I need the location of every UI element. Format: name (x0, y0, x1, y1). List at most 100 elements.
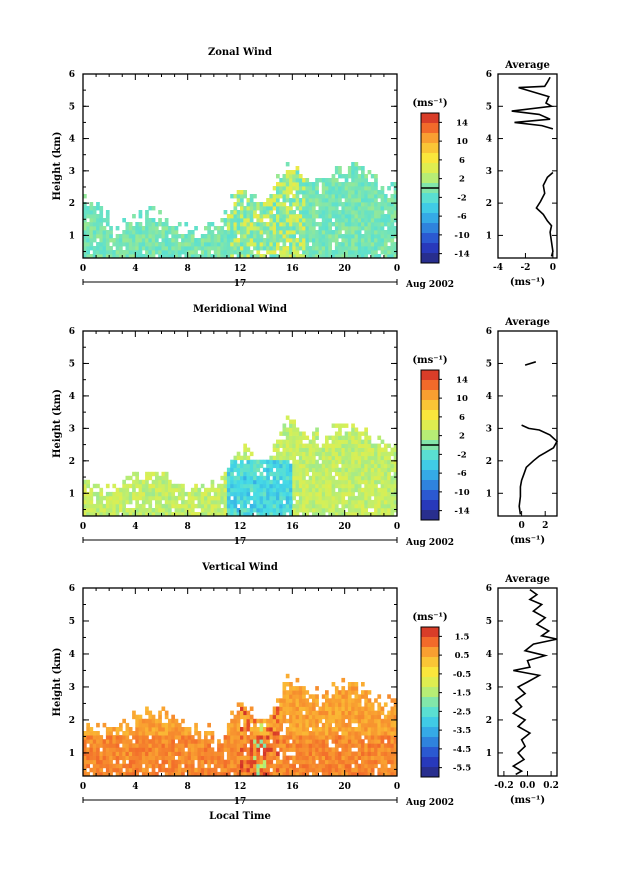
vertical-cell (351, 710, 355, 716)
vertical-cell (312, 771, 316, 777)
vertical-cell (325, 714, 329, 720)
zonal-colorbar-swatch (421, 153, 439, 164)
vertical-cell (246, 739, 251, 744)
zonal-cell (347, 238, 352, 243)
vertical-cell (390, 747, 395, 752)
vertical-cell (331, 771, 336, 777)
zonal-colorbar-swatch (421, 163, 439, 174)
zonal-cell (347, 250, 352, 255)
zonal-cell (341, 210, 346, 215)
meridional-cell (200, 499, 205, 505)
meridional-cell (122, 479, 126, 485)
meridional-cell (351, 459, 355, 465)
zonal-cell (289, 174, 293, 179)
meridional-cell (380, 499, 385, 505)
vertical-cell (174, 771, 179, 777)
vertical-cell (249, 755, 254, 761)
zonal-cell (210, 238, 215, 243)
vertical-cell (128, 767, 133, 773)
zonal-cell (357, 206, 362, 211)
zonal-cell (158, 242, 162, 247)
vertical-cell (236, 767, 241, 773)
meridional-cell (325, 463, 329, 469)
zonal-cell (83, 230, 87, 235)
vertical-cell (128, 755, 133, 761)
meridional-cell (334, 439, 339, 444)
meridional-cell (243, 499, 247, 505)
meridional-cell (292, 471, 296, 477)
vertical-cell (289, 710, 293, 716)
zonal-cell (96, 242, 100, 247)
meridional-cell (184, 512, 189, 517)
vertical-cell (266, 731, 270, 736)
vertical-cell (367, 702, 372, 707)
zonal-cell (266, 214, 270, 219)
meridional-cell (236, 475, 241, 481)
meridional-cell (99, 487, 104, 493)
meridional-cell (289, 503, 293, 509)
meridional-cell (223, 508, 228, 513)
meridional-cell (325, 435, 329, 440)
vertical-cell (308, 714, 313, 720)
zonal-cell (279, 254, 283, 259)
zonal-cell (328, 178, 332, 183)
zonal-cell (102, 230, 107, 235)
zonal-cell (282, 182, 287, 187)
zonal-cell (354, 174, 359, 179)
meridional-cell (269, 479, 274, 485)
meridional-cell (334, 512, 339, 517)
vertical-cell (298, 718, 303, 724)
vertical-cell (380, 739, 385, 744)
zonal-cell (338, 222, 342, 227)
zonal-cell (269, 242, 274, 247)
meridional-cell (240, 499, 244, 505)
meridional-cell (266, 475, 270, 481)
meridional-cell (187, 491, 192, 497)
meridional-cell (308, 491, 313, 497)
vertical-cell (236, 735, 241, 740)
zonal-cell (138, 242, 143, 247)
vertical-cell (315, 743, 319, 748)
vertical-cell (243, 743, 247, 748)
meridional-cell (145, 508, 149, 513)
meridional-cell (347, 455, 352, 461)
vertical-cell (138, 763, 143, 769)
vertical-profile-line (511, 588, 558, 776)
zonal-cell (338, 230, 342, 235)
vertical-cell (308, 739, 313, 744)
zonal-cell (148, 234, 153, 239)
zonal-cell (367, 198, 372, 203)
vertical-cell (364, 763, 368, 769)
meridional-cell (217, 512, 221, 517)
zonal-cell (233, 234, 238, 239)
zonal-cell (390, 214, 395, 219)
meridional-cell (122, 491, 126, 497)
meridional-cell (96, 499, 100, 505)
zonal-cell (338, 210, 342, 215)
zonal-cell (269, 254, 274, 259)
vertical-cell (325, 718, 329, 724)
meridional-colorbar-label: -14 (454, 507, 469, 517)
meridional-cell (272, 508, 277, 513)
zonal-cell (292, 222, 296, 227)
vertical-cell (181, 731, 185, 736)
vertical-cell (374, 751, 378, 756)
zonal-cell (341, 250, 346, 255)
zonal-cell (338, 250, 342, 255)
zonal-cell (151, 218, 156, 223)
vertical-cell (325, 771, 329, 777)
zonal-cell (285, 206, 290, 211)
zonal-cell (132, 226, 136, 231)
meridional-cell (249, 471, 254, 477)
vertical-colorbar-swatch (421, 687, 439, 698)
zonal-cell (217, 250, 221, 255)
meridional-cell (325, 475, 329, 481)
zonal-cell (298, 238, 303, 243)
vertical-cell (328, 727, 332, 732)
zonal-cell (370, 234, 375, 239)
meridional-cell (289, 495, 293, 501)
meridional-colorbar-label: 6 (459, 413, 465, 423)
zonal-cell (367, 214, 372, 219)
vertical-cell (256, 771, 261, 777)
vertical-cell (138, 722, 143, 728)
